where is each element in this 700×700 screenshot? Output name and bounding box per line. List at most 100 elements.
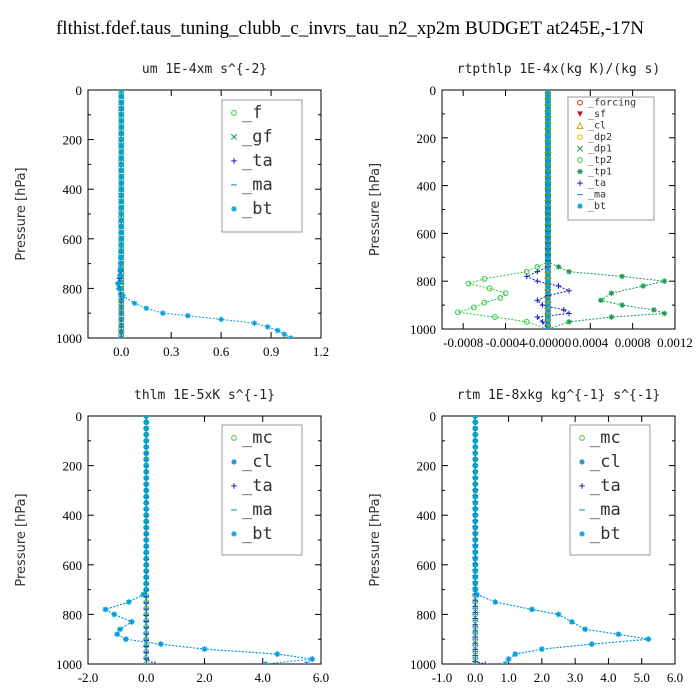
data-point — [474, 591, 480, 598]
data-point — [118, 242, 124, 248]
data-point — [545, 212, 551, 219]
data-point — [661, 278, 668, 284]
y-tick-label: 1000 — [56, 657, 82, 672]
y-tick-label: 400 — [63, 182, 83, 197]
data-point — [114, 631, 120, 638]
legend-entry: _dp1 — [588, 144, 612, 155]
data-point — [472, 419, 479, 425]
data-point — [118, 248, 124, 254]
legend-marker — [231, 459, 237, 465]
y-tick-label: 1000 — [410, 322, 436, 337]
legend-entry: _mc — [590, 428, 621, 448]
series-bt — [472, 416, 652, 664]
data-point — [481, 275, 488, 282]
chart-title: rtm 1E-8xkg kg^{-1} s^{-1} — [457, 388, 661, 403]
data-point — [472, 543, 479, 549]
x-tick-label: 0.0 — [467, 670, 483, 685]
x-tick-label: 0.0004 — [572, 335, 608, 350]
chart-title: thlm 1E-5xK s^{-1} — [134, 388, 275, 403]
data-point — [118, 211, 125, 217]
data-point — [472, 450, 479, 456]
data-point — [472, 444, 479, 450]
data-point — [545, 296, 551, 302]
y-tick-label: 0 — [76, 409, 83, 424]
data-point — [545, 93, 551, 99]
data-point — [608, 290, 615, 296]
data-point — [118, 217, 125, 223]
legend-marker — [577, 157, 583, 164]
data-point — [143, 537, 150, 543]
data-point — [143, 431, 150, 438]
data-point — [545, 176, 551, 183]
data-point — [472, 469, 479, 475]
y-tick-label: 400 — [417, 179, 437, 194]
data-point — [118, 99, 125, 106]
data-point — [472, 512, 479, 518]
y-tick-label: 600 — [417, 558, 437, 573]
data-point — [472, 537, 479, 543]
legend-marker — [577, 180, 583, 186]
data-point — [472, 431, 479, 438]
legend-entry: _mc — [242, 428, 273, 448]
series-bt — [115, 90, 294, 338]
data-point — [118, 198, 125, 205]
data-point — [651, 307, 657, 313]
legend: _f _gf _ta _ma _bt — [221, 99, 303, 233]
data-point — [502, 290, 509, 297]
data-point — [545, 146, 551, 153]
series-line — [457, 90, 549, 329]
data-point — [118, 186, 125, 192]
legend-marker — [231, 158, 237, 164]
data-point — [566, 310, 572, 317]
data-point — [619, 273, 625, 280]
data-point — [116, 273, 123, 279]
data-point — [160, 310, 166, 316]
data-point — [505, 656, 512, 662]
legend: _forcing_sf_cl_dp2_dp1_tp2_tp1_ta_ma_bt — [567, 96, 655, 221]
data-point — [118, 124, 125, 130]
data-point — [158, 641, 164, 647]
data-point — [143, 425, 150, 432]
data-point — [582, 626, 588, 633]
data-point — [472, 475, 479, 481]
data-point — [251, 320, 258, 326]
x-tick-label: -0.00000 — [525, 335, 572, 350]
data-point — [472, 487, 479, 494]
legend-marker — [231, 110, 237, 116]
data-point — [545, 111, 551, 117]
x-tick-label: 5.0 — [634, 670, 650, 685]
x-tick-label: 0.0 — [113, 344, 129, 359]
data-point — [545, 152, 551, 159]
data-point — [115, 280, 121, 287]
data-point — [512, 651, 519, 657]
chart-title: um 1E-4xm s^{-2} — [142, 62, 267, 77]
data-point — [143, 450, 150, 456]
data-point — [118, 161, 125, 168]
data-point — [472, 506, 479, 512]
data-point — [545, 182, 551, 189]
data-point — [128, 619, 135, 625]
legend-entry: _bt — [242, 524, 273, 544]
data-point — [143, 555, 150, 562]
legend-entry: _f — [242, 103, 262, 123]
legend-marker — [577, 99, 583, 106]
legend-marker — [579, 459, 585, 465]
data-point — [545, 260, 551, 267]
legend-entry: _ta — [590, 476, 621, 496]
data-point — [111, 611, 118, 618]
x-tick-label: 6.0 — [667, 670, 683, 685]
data-point — [472, 555, 479, 562]
data-point — [143, 456, 150, 463]
y-tick-label: 800 — [417, 607, 437, 622]
data-point — [545, 314, 551, 320]
data-point — [545, 206, 551, 213]
data-point — [143, 574, 150, 580]
legend-entry: _bt — [242, 199, 273, 219]
data-point — [545, 242, 551, 249]
y-tick-label: 0 — [430, 409, 437, 424]
data-point — [615, 631, 622, 638]
data-point — [118, 118, 125, 124]
x-tick-label: -0.0004 — [485, 335, 526, 350]
y-tick-label: 600 — [417, 226, 437, 241]
